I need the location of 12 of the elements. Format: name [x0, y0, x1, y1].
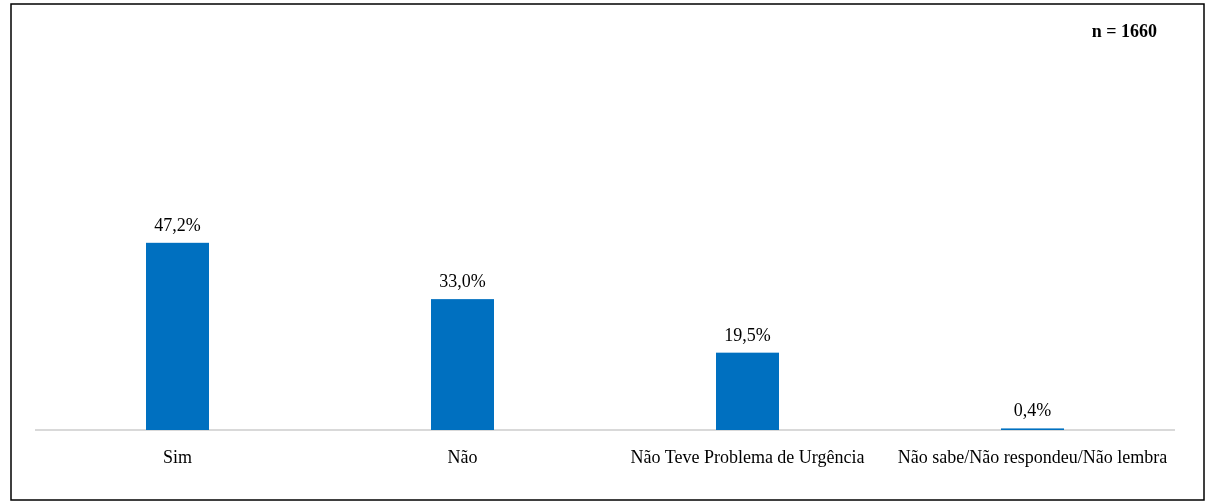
x-tick-label: Não Teve Problema de Urgência — [630, 447, 865, 467]
bar — [431, 299, 494, 430]
x-tick-label: Não sabe/Não respondeu/Não lembra — [897, 447, 1168, 467]
x-tick-label: Não — [447, 447, 478, 467]
data-label: 0,4% — [1013, 400, 1052, 421]
text: n = 1660 — [1091, 21, 1157, 41]
data-label: 47,2% — [154, 214, 201, 235]
bar — [146, 242, 209, 430]
x-tick-label: Sim — [162, 447, 193, 467]
bar — [716, 352, 779, 430]
data-label: 19,5% — [724, 324, 771, 345]
data-label: 33,0% — [439, 271, 486, 292]
